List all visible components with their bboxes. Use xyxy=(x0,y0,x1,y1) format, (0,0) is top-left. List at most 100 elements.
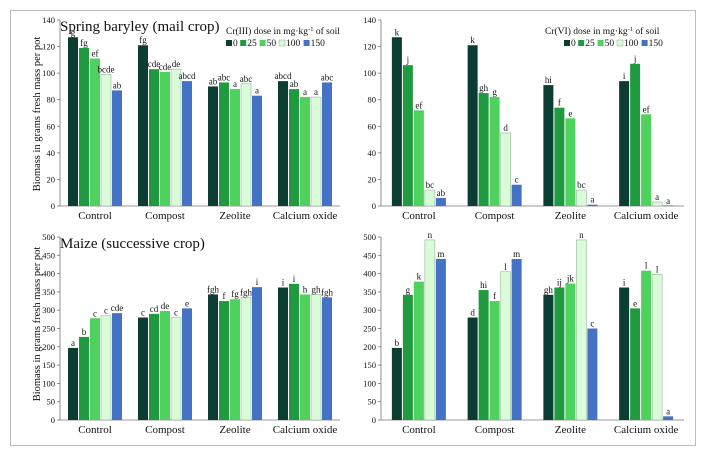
y-tick-label: 80 xyxy=(47,95,56,105)
significance-label: abc xyxy=(240,74,253,84)
bar xyxy=(100,74,112,207)
bar xyxy=(489,97,500,206)
bar xyxy=(219,82,229,206)
bar xyxy=(90,318,100,420)
significance-label: ab xyxy=(209,76,218,86)
significance-label: c xyxy=(515,175,519,185)
significance-label: de xyxy=(172,59,181,69)
legend-cr3: Cr(III) dose in mg·kg-1 of soil 0 25 50 100 1… xyxy=(226,26,340,49)
significance-label: ef xyxy=(92,49,99,59)
bar xyxy=(478,93,489,206)
significance-label: bc xyxy=(577,180,586,190)
significance-label: j xyxy=(633,54,637,64)
legend-entry: 100 xyxy=(286,39,301,49)
bar xyxy=(68,37,78,207)
significance-label: a xyxy=(666,406,670,416)
significance-label: ef xyxy=(415,100,422,110)
legend-swatch xyxy=(641,40,648,46)
bar xyxy=(641,270,652,420)
legend-title: Cr(III) dose in mg·kg-1 of soil xyxy=(226,26,340,37)
bar xyxy=(252,287,262,420)
legend-entry: 150 xyxy=(311,39,326,49)
bar xyxy=(149,69,159,207)
significance-label: g xyxy=(492,87,497,97)
row-title-barley: Spring baryley (mail crop) xyxy=(60,19,220,35)
bar xyxy=(576,189,587,207)
category-label: Control xyxy=(402,424,436,436)
legend-entry: 50 xyxy=(267,39,277,49)
significance-label: g xyxy=(406,285,411,295)
bar xyxy=(641,114,652,206)
legend-swatch xyxy=(616,39,624,47)
bar xyxy=(543,294,554,420)
y-tick-label: 0 xyxy=(372,201,376,211)
significance-label: a xyxy=(303,87,307,97)
y-tick-label: 140 xyxy=(42,15,55,25)
legend-swatch xyxy=(259,40,266,46)
category-label: Compost xyxy=(145,424,185,436)
bar xyxy=(500,132,511,207)
significance-label: i xyxy=(623,278,626,288)
y-tick-label: 140 xyxy=(363,15,376,25)
bar xyxy=(138,317,148,420)
chart-barley-cr3: 020406080100120140gfgefbcdeabControlfgcd… xyxy=(42,15,340,222)
bar xyxy=(68,347,78,420)
bar xyxy=(489,301,500,420)
legend-entry: 100 xyxy=(624,39,639,49)
significance-label: abcd xyxy=(275,71,292,81)
y-tick-label: 120 xyxy=(42,42,55,52)
bar xyxy=(619,287,630,420)
significance-label: ab xyxy=(113,80,122,90)
bar xyxy=(289,283,299,420)
bar xyxy=(500,271,511,421)
significance-label: h xyxy=(303,284,308,294)
significance-label: abc xyxy=(321,72,334,82)
bar xyxy=(170,317,182,421)
y-tick-label: 400 xyxy=(363,269,376,279)
legend-cr6: Cr(VI) dose in mg·kg-1 of soil 0 25 50 100 15… xyxy=(545,26,663,49)
significance-label: bcde xyxy=(98,64,115,74)
row-title-maize: Maize (successive crop) xyxy=(60,236,205,252)
significance-label: de xyxy=(161,301,170,311)
bar xyxy=(252,95,262,206)
significance-label: b xyxy=(395,338,400,348)
legend-swatch xyxy=(303,40,310,46)
significance-label: b xyxy=(82,327,87,337)
significance-label: c xyxy=(93,308,97,318)
y-tick-label: 100 xyxy=(363,378,376,388)
bar xyxy=(240,83,252,207)
legend-entry: 0 xyxy=(233,39,238,49)
significance-label: fg xyxy=(80,38,88,48)
y-tick-label: 350 xyxy=(363,287,376,297)
significance-label: gh xyxy=(544,285,554,295)
bar xyxy=(565,118,576,206)
y-axis-label-bottom: Biomass in grams fresh mass per pot xyxy=(32,247,43,402)
significance-label: jk xyxy=(566,273,575,283)
significance-label: k xyxy=(417,272,422,282)
bar xyxy=(208,86,218,206)
y-tick-label: 300 xyxy=(42,305,55,315)
bar xyxy=(230,89,240,206)
bar xyxy=(160,310,170,420)
significance-label: hi xyxy=(545,75,553,85)
bar xyxy=(565,283,576,420)
bar xyxy=(663,205,674,206)
significance-label: i xyxy=(282,278,285,288)
y-tick-label: 0 xyxy=(372,415,376,425)
category-label: Calcium oxide xyxy=(614,424,679,436)
legend-entry: 25 xyxy=(585,39,595,49)
bar xyxy=(149,313,159,420)
bar xyxy=(576,239,587,421)
significance-label: c xyxy=(590,319,594,329)
significance-label: l xyxy=(504,262,507,272)
y-tick-label: 150 xyxy=(42,360,55,370)
bar xyxy=(160,71,170,206)
category-label: Zeolite xyxy=(219,424,250,436)
bar xyxy=(651,274,663,421)
chart-maize-cr6: 050100150200250300350400450500bgknmContr… xyxy=(363,230,684,436)
significance-label: k xyxy=(470,35,475,45)
bar xyxy=(289,89,299,206)
